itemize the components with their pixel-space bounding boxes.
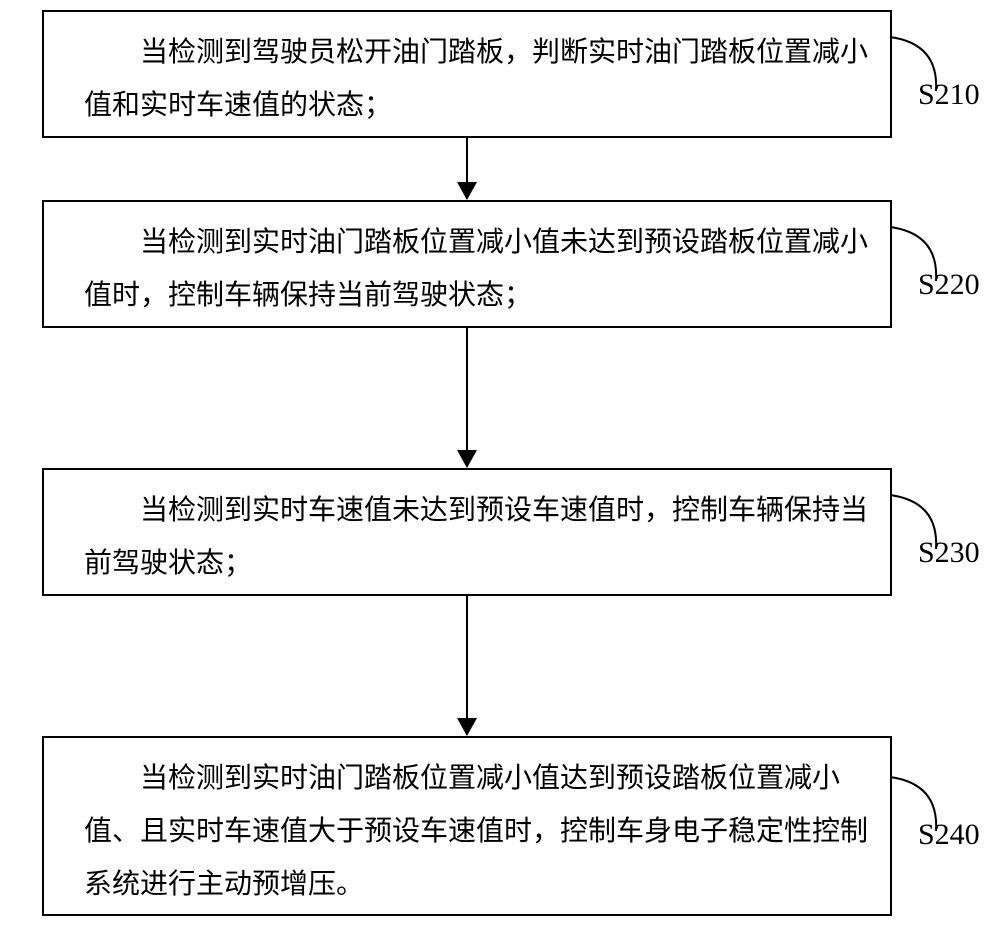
flow-arrow [457, 328, 477, 468]
flowchart-step-s240: 当检测到实时油门踏板位置减小值达到预设踏板位置减小值、且实时车速值大于预设车速值… [42, 736, 892, 916]
flow-arrow [457, 596, 477, 736]
step-label-s210: S210 [918, 78, 980, 112]
step-label-s230: S230 [918, 536, 980, 570]
step-text: 当检测到驾驶员松开油门踏板，判断实时油门踏板位置减小值和实时车速值的状态； [84, 26, 870, 132]
step-label-s240: S240 [918, 818, 980, 852]
flowchart-step-s220: 当检测到实时油门踏板位置减小值未达到预设踏板位置减小值时，控制车辆保持当前驾驶状… [42, 200, 892, 328]
step-text: 当检测到实时油门踏板位置减小值达到预设踏板位置减小值、且实时车速值大于预设车速值… [84, 752, 870, 912]
flow-arrow [457, 138, 477, 200]
step-label-s220: S220 [918, 268, 980, 302]
flowchart-step-s230: 当检测到实时车速值未达到预设车速值时，控制车辆保持当前驾驶状态； [42, 468, 892, 596]
step-text: 当检测到实时油门踏板位置减小值未达到预设踏板位置减小值时，控制车辆保持当前驾驶状… [84, 216, 870, 322]
step-text: 当检测到实时车速值未达到预设车速值时，控制车辆保持当前驾驶状态； [84, 484, 870, 590]
flowchart-step-s210: 当检测到驾驶员松开油门踏板，判断实时油门踏板位置减小值和实时车速值的状态； [42, 10, 892, 138]
